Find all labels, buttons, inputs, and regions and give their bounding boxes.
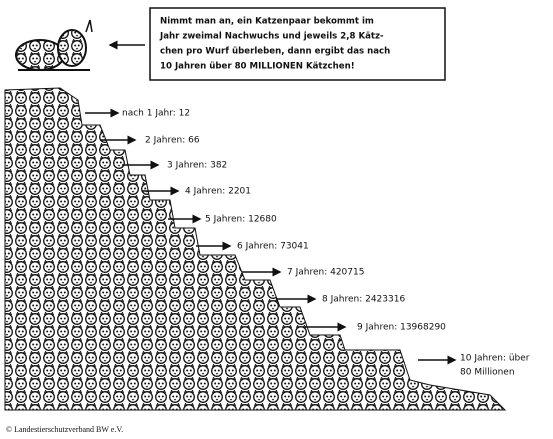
label: 9 Jahren: 13968290 [357,323,446,333]
info-box: Nimmt man an, ein Katzenpaar bekommt im … [150,8,445,80]
label: 4 Jahren: 2201 [185,187,251,197]
infographic: Nimmt man an, ein Katzenpaar bekommt im … [0,0,553,439]
label: 7 Jahren: 420715 [287,268,364,278]
label: 3 Jahren: 382 [167,161,227,171]
box-line: chen pro Wurf überleben, dann ergibt das… [160,47,390,57]
box-line: 10 Jahren über 80 MILLIONEN Kätzchen! [160,62,355,72]
label: 10 Jahren: über [460,354,530,364]
label: 8 Jahren: 2423316 [322,295,405,305]
label: 6 Jahren: 73041 [237,242,309,252]
label: nach 1 Jahr: 12 [122,109,190,119]
copyright: © Landestierschutzverband BW e.V. [6,425,123,434]
box-line: Jahr zweimal Nachwuchs und jeweils 2,8 K… [159,32,384,42]
box-line: Nimmt man an, ein Katzenpaar bekommt im [160,17,374,27]
cat-pair [16,20,92,70]
label: 80 Millionen [460,368,515,378]
label: 2 Jahren: 66 [145,136,200,146]
label: 5 Jahren: 12680 [205,215,277,225]
